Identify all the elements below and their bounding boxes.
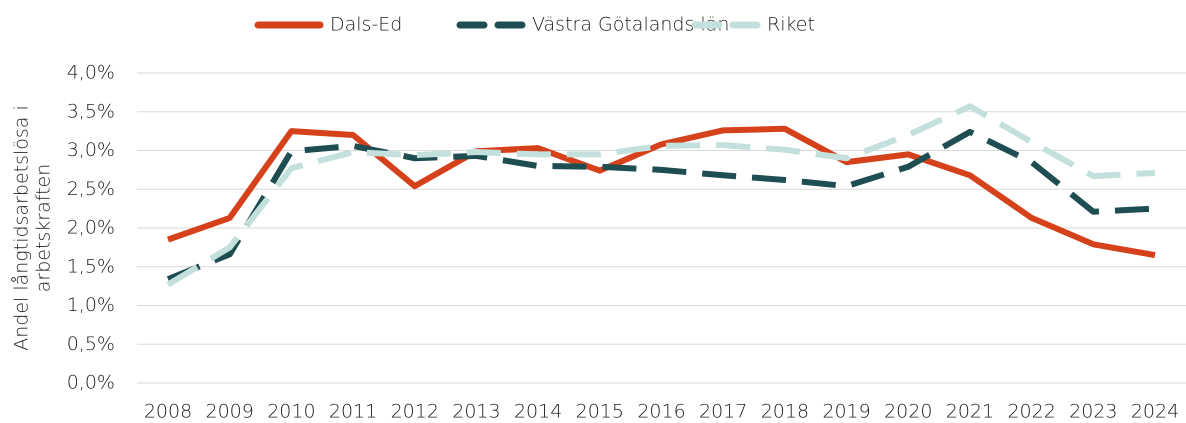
- x-tick-label: 2020: [884, 401, 932, 423]
- y-tick-label: 1,5%: [67, 255, 115, 277]
- x-tick-label: 2017: [699, 401, 747, 423]
- x-tick-label: 2009: [206, 401, 254, 423]
- x-tick-label: 2008: [144, 401, 192, 423]
- x-tick-label: 2024: [1131, 401, 1179, 423]
- x-tick-label: 2023: [1069, 401, 1117, 423]
- x-tick-label: 2010: [267, 401, 315, 423]
- x-tick-label: 2022: [1007, 401, 1055, 423]
- series-line: [166, 103, 1156, 288]
- y-tick-label: 0,0%: [67, 372, 115, 394]
- x-tick-label: 2011: [329, 401, 377, 423]
- y-tick-label: 3,5%: [67, 100, 115, 122]
- legend-label: Riket: [767, 14, 815, 36]
- y-tick-label: 3,0%: [67, 139, 115, 161]
- y-tick-label: 0,5%: [67, 333, 115, 355]
- x-tick-label: 2018: [761, 401, 809, 423]
- x-tick-label: 2015: [576, 401, 624, 423]
- legend-label: Västra Götalands län: [532, 14, 729, 36]
- legend-label: Dals-Ed: [330, 14, 402, 36]
- x-tick-label: 2016: [637, 401, 685, 423]
- x-tick-label: 2021: [946, 401, 994, 423]
- y-tick-label: 2,5%: [67, 178, 115, 200]
- x-tick-label: 2014: [514, 401, 562, 423]
- x-tick-label: 2013: [452, 401, 500, 423]
- series-line: [166, 128, 1156, 282]
- y-tick-label: 4,0%: [67, 62, 115, 84]
- y-axis-label: Andel långtidsarbetslösa i: [11, 105, 33, 350]
- y-tick-label: 1,0%: [67, 294, 115, 316]
- x-tick-label: 2019: [822, 401, 870, 423]
- y-tick-label: 2,0%: [67, 217, 115, 239]
- x-tick-label: 2012: [391, 401, 439, 423]
- series-line: [167, 125, 1156, 259]
- y-axis-label: arbetskraften: [33, 164, 55, 293]
